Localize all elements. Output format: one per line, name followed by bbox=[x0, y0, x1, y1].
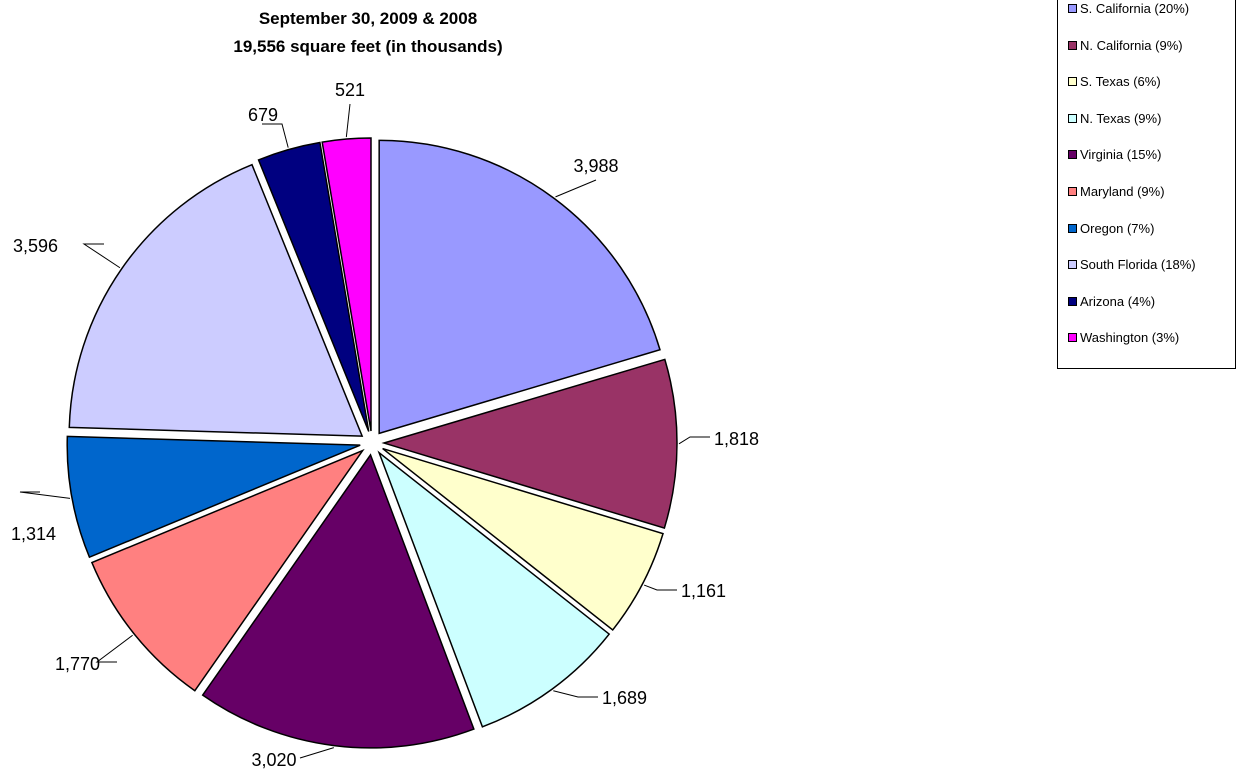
data-label-s-california: 3,988 bbox=[573, 156, 618, 176]
leader-line bbox=[262, 123, 289, 148]
leader-line bbox=[95, 634, 133, 663]
data-label-virginia: 3,020 bbox=[251, 750, 296, 770]
legend-swatch bbox=[1068, 40, 1077, 50]
data-label-oregon: 1,314 bbox=[11, 524, 56, 544]
legend-item: Arizona (4%) bbox=[1068, 294, 1155, 309]
pie-slice-arizona bbox=[257, 141, 370, 432]
legend-label: N. Texas (9%) bbox=[1080, 110, 1162, 126]
data-label-washington: 521 bbox=[335, 80, 365, 100]
legend-swatch bbox=[1068, 296, 1077, 306]
legend-label: South Florida (18%) bbox=[1080, 257, 1196, 273]
legend-label: Arizona (4%) bbox=[1080, 293, 1156, 309]
legend: S. California (20%) N. California (9%) S. … bbox=[1057, 0, 1236, 369]
legend-item: S. California (20%) bbox=[1068, 1, 1189, 16]
legend-label: Washington (3%) bbox=[1080, 330, 1180, 346]
legend-swatch bbox=[1068, 260, 1077, 270]
pie-slice-washington bbox=[321, 137, 372, 432]
data-label-n-california: 1,818 bbox=[714, 429, 759, 449]
legend-swatch bbox=[1068, 223, 1077, 233]
pie-slice-n-california bbox=[381, 358, 678, 530]
legend-label: S. California (20%) bbox=[1080, 1, 1190, 16]
leader-line bbox=[345, 103, 351, 138]
legend-swatch bbox=[1068, 333, 1077, 343]
pie-slice-n-texas bbox=[377, 450, 611, 728]
chart-title-line-1: September 30, 2009 & 2008 bbox=[259, 9, 477, 28]
legend-label: S. Texas (6%) bbox=[1080, 74, 1161, 90]
leader-line bbox=[553, 690, 598, 698]
pie-slice-virginia bbox=[201, 453, 475, 749]
data-label-n-texas: 1,689 bbox=[602, 688, 647, 708]
leader-lines bbox=[19, 103, 710, 759]
legend-label: Virginia (15%) bbox=[1080, 147, 1162, 163]
legend-label: Oregon (7%) bbox=[1080, 220, 1155, 236]
legend-item: S. Texas (6%) bbox=[1068, 74, 1161, 89]
legend-label: N. California (9%) bbox=[1080, 37, 1183, 53]
legend-label: Maryland (9%) bbox=[1080, 184, 1165, 199]
data-label-arizona: 679 bbox=[248, 105, 278, 125]
legend-item: Oregon (7%) bbox=[1068, 221, 1154, 236]
legend-swatch bbox=[1068, 4, 1077, 13]
pie-slice-south-florida bbox=[68, 163, 364, 437]
data-labels: 3,988 1,818 1,161 1,689 3,020 1,770 1,314 3,596… bbox=[11, 80, 759, 770]
legend-swatch bbox=[1068, 150, 1077, 160]
legend-item: Washington (3%) bbox=[1068, 330, 1179, 345]
legend-item: South Florida (18%) bbox=[1068, 257, 1196, 272]
leader-line bbox=[555, 179, 597, 198]
leader-line bbox=[19, 491, 71, 499]
data-label-south-florida: 3,596 bbox=[13, 236, 58, 256]
pie-slices bbox=[66, 137, 678, 749]
data-label-maryland: 1,770 bbox=[55, 654, 100, 674]
legend-swatch bbox=[1068, 187, 1077, 196]
chart-title-line-2: 19,556 square feet (in thousands) bbox=[233, 37, 502, 56]
legend-swatch bbox=[1068, 77, 1077, 87]
legend-item: N. Texas (9%) bbox=[1068, 111, 1161, 126]
pie-slice-s-california bbox=[378, 139, 661, 435]
leader-line bbox=[299, 747, 334, 759]
pie-slice-maryland bbox=[90, 448, 365, 692]
pie-slice-oregon bbox=[66, 435, 361, 559]
data-label-s-texas: 1,161 bbox=[681, 581, 726, 601]
legend-swatch bbox=[1068, 113, 1077, 123]
legend-item: N. California (9%) bbox=[1068, 38, 1183, 53]
pie-slice-s-texas bbox=[382, 447, 664, 632]
legend-item: Maryland (9%) bbox=[1068, 184, 1165, 199]
leader-line bbox=[678, 436, 710, 445]
leader-line bbox=[82, 243, 121, 269]
legend-item: Virginia (15%) bbox=[1068, 147, 1161, 162]
leader-line bbox=[643, 584, 677, 591]
